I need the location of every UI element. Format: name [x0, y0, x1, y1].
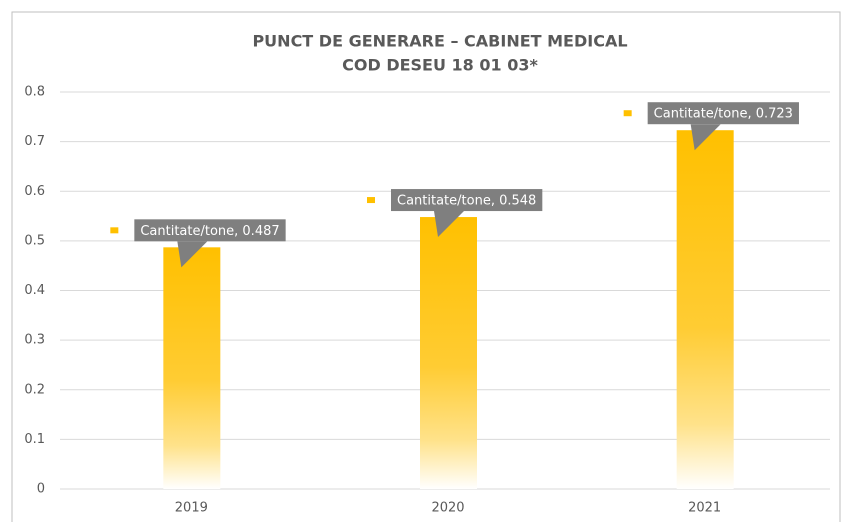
legend-key [367, 197, 375, 204]
x-tick-label: 2020 [431, 501, 464, 516]
bar [163, 247, 221, 489]
data-label-pointer [177, 241, 208, 268]
y-tick-label: 0 [37, 482, 45, 497]
y-tick-label: 0.3 [24, 333, 45, 348]
y-tick-label: 0.2 [24, 382, 45, 397]
data-label-box [134, 219, 286, 242]
x-tick-label: 2021 [688, 501, 721, 516]
y-tick-label: 0.8 [24, 85, 45, 100]
y-tick-label: 0.1 [24, 432, 45, 447]
data-label-pointer [434, 211, 464, 238]
chart-title: PUNCT DE GENERARE – CABINET MEDICAL [252, 32, 627, 51]
y-tick-label: 0.6 [24, 184, 45, 199]
bar [676, 130, 734, 489]
y-tick-label: 0.5 [24, 233, 45, 248]
bar [420, 217, 477, 489]
data-label: Cantitate/tone, 0.723 [654, 107, 793, 122]
data-label-pointer [690, 124, 721, 151]
legend-key [623, 110, 632, 117]
x-tick-label: 2019 [175, 501, 208, 516]
data-label: Cantitate/tone, 0.548 [397, 194, 536, 209]
legend-key [110, 227, 119, 234]
y-tick-label: 0.4 [24, 283, 45, 298]
data-label-box [391, 189, 543, 212]
data-label: Cantitate/tone, 0.487 [140, 224, 279, 239]
y-tick-label: 0.7 [24, 134, 45, 149]
data-label-box [647, 102, 799, 125]
chart-subtitle: COD DESEU 18 01 03* [342, 56, 538, 75]
